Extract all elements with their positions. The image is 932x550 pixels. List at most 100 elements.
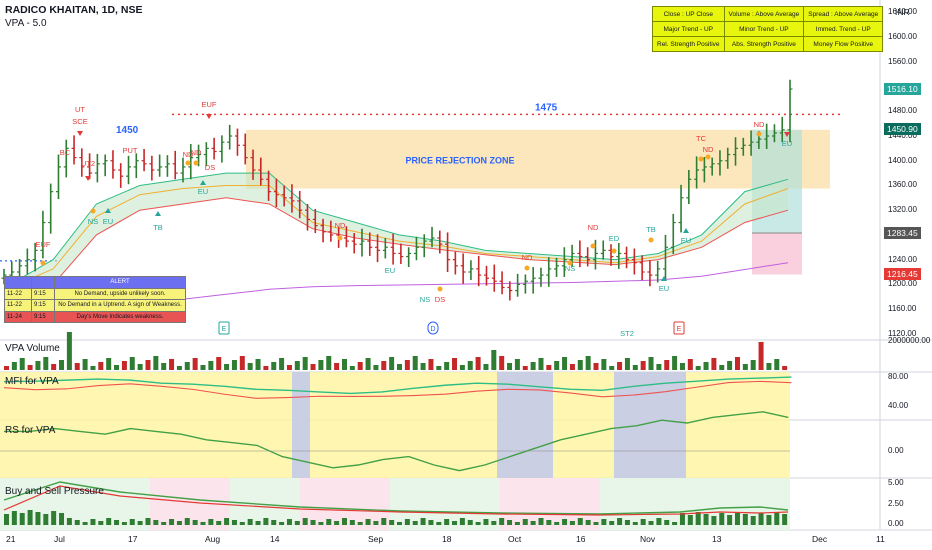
volume-bar — [161, 363, 167, 370]
pressure-bar — [176, 521, 182, 525]
symbol-title[interactable]: RADICO KHAITAN, 1D, NSE — [5, 4, 143, 16]
pressure-bar — [66, 518, 72, 525]
pressure-bar — [656, 518, 662, 525]
pressure-bar — [679, 513, 685, 525]
pressure-bar — [412, 521, 418, 525]
pressure-bar — [404, 519, 410, 525]
signal-label: ND — [183, 150, 194, 159]
volume-bar — [672, 356, 678, 370]
volume-bar — [43, 357, 49, 370]
volume-bar — [192, 358, 198, 370]
signal-label: NS — [420, 295, 430, 304]
signal-label: PUT — [123, 146, 138, 155]
signal-dot — [437, 286, 443, 292]
volume-bar — [766, 363, 772, 370]
volume-bar — [499, 356, 505, 370]
volume-bar — [687, 359, 693, 370]
pressure-bar — [703, 514, 709, 525]
pressure-bar — [640, 519, 646, 525]
pressure-bar — [137, 521, 143, 525]
pressure-bar — [334, 521, 340, 525]
pressure-bar — [562, 519, 568, 525]
signal-dot — [705, 154, 711, 160]
volume-bar — [514, 359, 520, 370]
pressure-bar — [35, 512, 41, 525]
indicator-band-blue — [497, 372, 553, 478]
pressure-bar — [373, 521, 379, 525]
alert-time: 9:15 — [31, 287, 55, 300]
volume-bar — [255, 359, 261, 370]
volume-bar — [617, 362, 623, 370]
volume-bar — [475, 357, 481, 370]
status-cell: Abs. Strength Positive — [723, 36, 805, 52]
rs-pane-label[interactable]: RS for VPA — [5, 425, 56, 436]
pressure-bar — [499, 518, 505, 525]
volume-bar — [593, 363, 599, 370]
price-tick-label: 1320.00 — [888, 205, 917, 215]
time-tick-label: Aug — [205, 534, 221, 544]
signal-arrow — [200, 180, 206, 185]
status-cell: Rel. Strength Positive — [652, 36, 725, 52]
pressure-bar — [687, 515, 693, 525]
alert-message: No Demand in a Uptrend. A sign of Weakne… — [54, 299, 186, 312]
volume-pane-label[interactable]: VPA Volume — [5, 343, 60, 354]
status-cell: Immed. Trend - UP — [803, 21, 884, 37]
volume-bar — [554, 361, 560, 370]
pressure-bar — [153, 520, 159, 525]
alert-time: 9:15 — [31, 299, 55, 312]
volume-bar — [66, 332, 72, 370]
pressure-bar — [27, 510, 33, 525]
pressure-bar — [389, 520, 395, 525]
time-tick-label: 17 — [128, 534, 138, 544]
mfi-tick-label: 40.00 — [888, 401, 909, 410]
mfi-tick-label: 80.00 — [888, 372, 909, 381]
volume-bar — [648, 357, 654, 370]
signal-arrow — [784, 132, 790, 137]
pressure-bar — [11, 511, 17, 525]
volume-bar — [216, 357, 222, 370]
alert-message: Day's Move Indicates weakness. — [54, 310, 186, 323]
volume-bar — [624, 358, 630, 370]
pressure-bar — [397, 522, 402, 525]
signal-label: EU — [103, 217, 113, 226]
time-tick-label: 11 — [876, 534, 885, 544]
status-table: Close : UP Close Volume : Above Average … — [652, 6, 884, 52]
volume-bar — [703, 362, 709, 370]
volume-bar — [121, 361, 127, 370]
volume-bar — [483, 364, 489, 370]
signal-label: ST2 — [620, 329, 634, 338]
volume-bar — [357, 362, 363, 370]
signal-label: SCE — [72, 117, 87, 126]
volume-bar — [711, 358, 717, 370]
volume-bar — [389, 357, 395, 370]
indicator-band-blue — [292, 372, 310, 478]
volume-bar — [546, 365, 552, 370]
signal-dot — [524, 265, 530, 271]
pressure-bar — [184, 518, 190, 525]
pressure-bar — [192, 520, 198, 525]
price-tick-label: 1200.00 — [888, 279, 917, 289]
price-tag: 1283.45 — [884, 227, 921, 240]
buy-pressure-line — [3, 481, 789, 515]
volume-bar — [59, 360, 65, 370]
signal-dot — [193, 160, 199, 166]
volume-bar — [247, 363, 253, 370]
volume-bar — [239, 356, 245, 370]
pressure-pane-label[interactable]: Buy and Sell Pressure — [5, 486, 104, 497]
mfi-line — [3, 376, 792, 395]
mfi-pane-label[interactable]: MFI for VPA — [5, 376, 59, 387]
indicator-name[interactable]: VPA - 5.0 — [5, 18, 47, 29]
volume-bar — [444, 362, 450, 370]
signal-arrow — [683, 228, 689, 233]
volume-bar — [19, 358, 25, 370]
volume-bar — [74, 363, 80, 370]
event-label: E — [222, 326, 227, 333]
time-tick-label: Jul — [54, 534, 65, 544]
level-label: 1450 — [116, 125, 139, 136]
volume-bar — [695, 366, 701, 370]
volume-bar — [679, 363, 685, 370]
price-tick-label: 1360.00 — [888, 180, 917, 190]
pressure-bar — [4, 514, 9, 525]
signal-label: ND — [335, 221, 346, 230]
